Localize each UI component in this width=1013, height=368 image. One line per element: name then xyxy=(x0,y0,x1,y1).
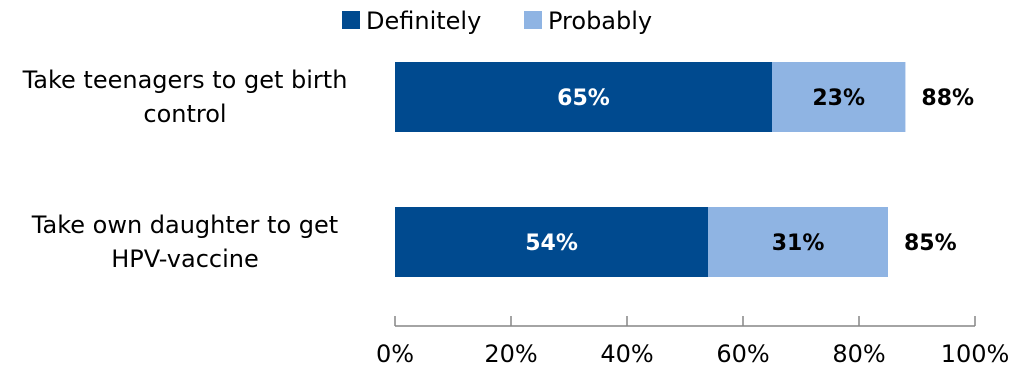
legend: Definitely Probably xyxy=(342,7,652,35)
legend-swatch-probably xyxy=(524,11,542,29)
total-label: 88% xyxy=(921,86,974,111)
bar-probably xyxy=(772,62,906,132)
bar-definitely xyxy=(395,207,709,277)
x-tick-label: 0% xyxy=(376,340,414,368)
category-label: Take own daughter to get xyxy=(31,211,338,239)
bar-probably xyxy=(708,207,888,277)
data-label-definitely: 65% xyxy=(557,86,610,111)
legend-swatch-definitely xyxy=(342,11,360,29)
x-tick-label: 80% xyxy=(832,340,885,368)
x-tick-label: 100% xyxy=(941,340,1010,368)
x-tick-label: 20% xyxy=(484,340,537,368)
bar-definitely xyxy=(395,62,772,132)
data-label-definitely: 54% xyxy=(525,231,578,256)
category-labels: Take teenagers to get birth control Take o… xyxy=(22,66,348,273)
x-axis: 0% 20% 40% 60% 80% 100% xyxy=(376,316,1009,368)
legend-label-definitely: Definitely xyxy=(366,7,481,35)
category-label: HPV-vaccine xyxy=(111,245,259,273)
category-label: control xyxy=(143,100,226,128)
legend-label-probably: Probably xyxy=(548,7,652,35)
x-tick-label: 60% xyxy=(716,340,769,368)
x-tick-label: 40% xyxy=(600,340,653,368)
bars: 65% 23% 88% 54% 31% 85% xyxy=(395,62,974,277)
data-label-probably: 23% xyxy=(812,86,865,111)
category-label: Take teenagers to get birth xyxy=(22,66,348,94)
total-label: 85% xyxy=(904,231,957,256)
data-label-probably: 31% xyxy=(772,231,825,256)
